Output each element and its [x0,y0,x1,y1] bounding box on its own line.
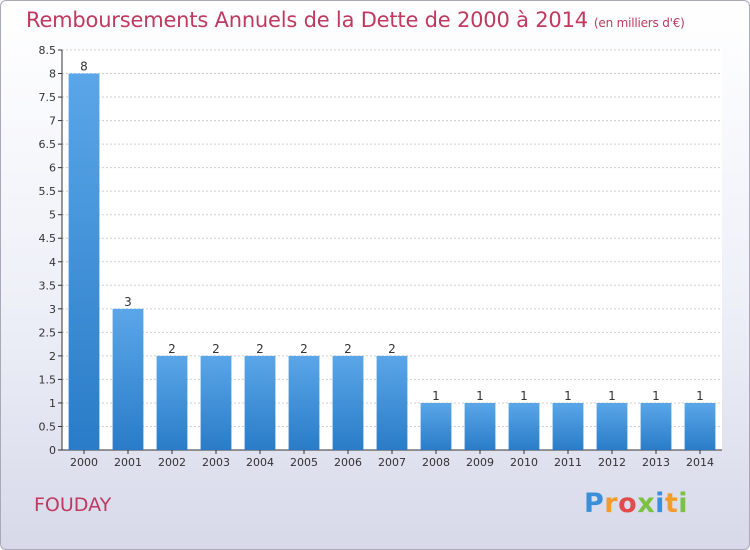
data-label: 2 [168,342,176,356]
data-label: 1 [696,389,704,403]
y-tick-label: 0 [49,444,56,457]
x-tick-label: 2009 [466,456,494,469]
x-tick-label: 2014 [686,456,714,469]
y-tick-label: 4.5 [39,232,57,245]
bar [156,355,188,450]
data-label: 2 [300,342,308,356]
bar [420,402,452,450]
data-label: 1 [652,389,660,403]
x-tick-label: 2004 [246,456,274,469]
x-tick-label: 2002 [158,456,186,469]
bar [464,402,496,450]
data-label: 3 [124,295,132,309]
bar [640,402,672,450]
bar [508,402,540,450]
logo-letter: P [584,488,605,519]
data-label: 1 [476,389,484,403]
x-tick-label: 2005 [290,456,318,469]
title-unit: (en milliers d'€) [593,16,685,30]
data-label: 2 [388,342,396,356]
x-tick-label: 2010 [510,456,538,469]
data-label: 1 [520,389,528,403]
y-tick-label: 1 [49,397,56,410]
x-tick-label: 2008 [422,456,450,469]
bar [332,355,364,450]
data-label: 2 [256,342,264,356]
bar [684,402,716,450]
x-tick-label: 2012 [598,456,626,469]
data-label: 1 [564,389,572,403]
y-tick-label: 8.5 [39,44,57,57]
bar [596,402,628,450]
bar [244,355,276,450]
logo-letter: i [655,488,665,519]
x-tick-label: 2013 [642,456,670,469]
x-tick-label: 2003 [202,456,230,469]
logo-letter: r [604,488,619,519]
logo-letter: o [618,488,638,519]
y-tick-label: 4 [49,256,56,269]
y-tick-label: 5 [49,209,56,222]
x-tick-label: 2007 [378,456,406,469]
y-tick-label: 7 [49,115,56,128]
bar [68,73,100,450]
logo-letter: t [664,488,679,519]
y-tick-label: 5.5 [39,185,57,198]
logo-letter: x [637,488,656,519]
y-tick-label: 8 [49,68,56,81]
bar [288,355,320,450]
logo-letter: i [678,488,689,519]
y-tick-label: 2 [49,350,56,363]
bar [552,402,584,450]
x-tick-label: 2011 [554,456,582,469]
commune-name: FOUDAY [34,494,112,516]
y-tick-label: 6.5 [39,138,57,151]
bar [200,355,232,450]
data-label: 1 [608,389,616,403]
data-label: 8 [80,60,88,74]
x-tick-label: 2001 [114,456,142,469]
x-tick-label: 2000 [70,456,98,469]
y-tick-label: 6 [49,162,56,175]
y-tick-label: 1.5 [39,373,57,386]
y-tick-label: 0.5 [39,420,57,433]
y-tick-label: 7.5 [39,91,57,104]
y-tick-label: 3 [49,303,56,316]
bar [112,308,144,450]
y-tick-label: 2.5 [39,326,57,339]
x-tick-label: 2006 [334,456,362,469]
data-label: 2 [212,342,220,356]
title-text: Remboursements Annuels de la Dette de 20… [26,8,588,32]
bar [376,355,408,450]
data-label: 1 [432,389,440,403]
y-tick-label: 3.5 [39,279,57,292]
chart-title: Remboursements Annuels de la Dette de 20… [26,8,685,32]
proxiti-logo: Proxiti [584,488,688,519]
data-label: 2 [344,342,352,356]
